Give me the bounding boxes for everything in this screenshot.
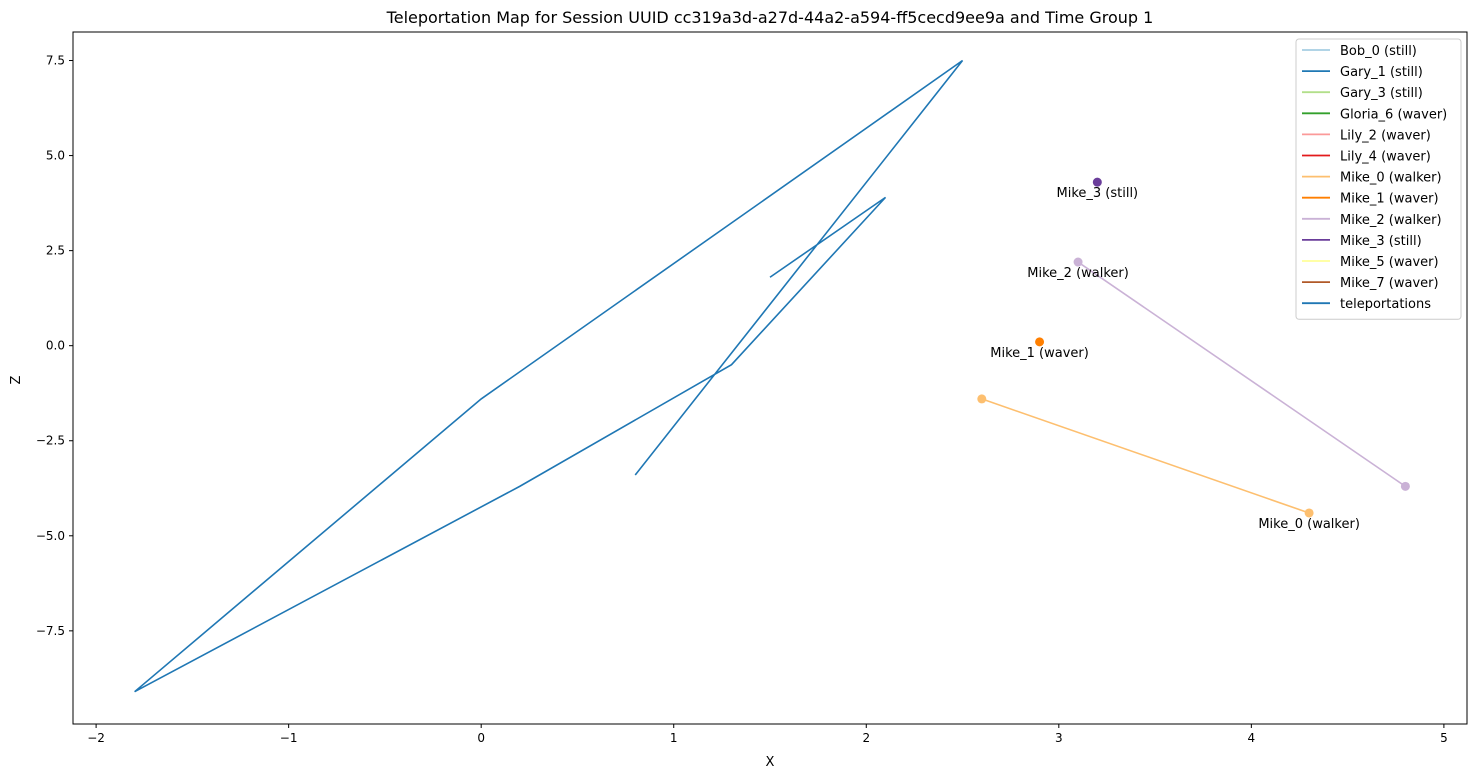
legend-item-label: Mike_2 (walker)	[1340, 213, 1442, 228]
series-point	[1304, 508, 1314, 518]
plot-frame	[72, 31, 1468, 725]
legend-item-label: Lily_4 (waver)	[1340, 150, 1431, 165]
y-tick-label: −7.5	[36, 624, 65, 638]
x-tick-label: −1	[280, 731, 298, 745]
y-tick-label: −2.5	[36, 434, 65, 448]
x-tick-label: 3	[1055, 731, 1063, 745]
y-tick-label: 2.5	[46, 244, 65, 258]
x-axis: −2 −1 0 1 2 3 4 5	[87, 724, 1448, 745]
series-annotation: Mike_2 (walker)	[1027, 266, 1129, 281]
legend-item-label: Bob_0 (still)	[1340, 44, 1417, 59]
legend-item-label: Mike_0 (walker)	[1340, 171, 1442, 186]
series-point	[1035, 337, 1045, 347]
x-tick-label: −2	[87, 731, 105, 745]
legend: Bob_0 (still) Gary_1 (still) Gary_3 (still…	[1295, 38, 1462, 320]
legend-item-label: Gary_3 (still)	[1340, 86, 1423, 101]
teleportations-layer	[134, 59, 964, 693]
legend-box	[1295, 38, 1462, 320]
legend-item-label: Lily_2 (waver)	[1340, 128, 1431, 143]
x-tick-label: 5	[1440, 731, 1448, 745]
legend-item-label: Mike_3 (still)	[1340, 234, 1422, 249]
legend-item-label: Gary_1 (still)	[1340, 65, 1423, 80]
teleportations-line	[134, 59, 964, 693]
series-point	[1073, 257, 1083, 267]
series-layer: Mike_0 (walker) Mike_1 (waver) Mike_2 (wal…	[977, 177, 1410, 532]
series-line	[981, 398, 1310, 514]
series-annotation: Mike_0 (walker)	[1258, 517, 1360, 532]
series-point	[977, 394, 987, 404]
x-tick-label: 0	[477, 731, 485, 745]
y-axis: −7.5 −5.0 −2.5 0.0 2.5 5.0 7.5	[36, 54, 73, 638]
y-tick-label: 0.0	[46, 339, 65, 353]
x-tick-label: 4	[1248, 731, 1256, 745]
series-point	[1092, 177, 1102, 187]
y-tick-label: 5.0	[46, 149, 65, 163]
legend-item-label: Gloria_6 (waver)	[1340, 107, 1447, 122]
y-tick-label: −5.0	[36, 529, 65, 543]
legend-item-label: Mike_5 (waver)	[1340, 255, 1439, 270]
series-annotation: Mike_1 (waver)	[990, 346, 1089, 361]
series-line	[1077, 261, 1406, 488]
series-point	[1400, 481, 1410, 491]
series-annotation: Mike_3 (still)	[1056, 186, 1138, 201]
y-axis-label: Z	[9, 375, 24, 384]
x-tick-label: 1	[670, 731, 678, 745]
x-axis-label: X	[766, 755, 775, 770]
chart-title: Teleportation Map for Session UUID cc319…	[386, 8, 1154, 27]
plot-area	[73, 32, 1467, 724]
legend-item-label: Mike_1 (waver)	[1340, 192, 1439, 207]
y-tick-label: 7.5	[46, 54, 65, 68]
x-tick-label: 2	[862, 731, 870, 745]
legend-item-label: Mike_7 (waver)	[1340, 276, 1439, 291]
legend-item-label: teleportations	[1340, 297, 1431, 312]
